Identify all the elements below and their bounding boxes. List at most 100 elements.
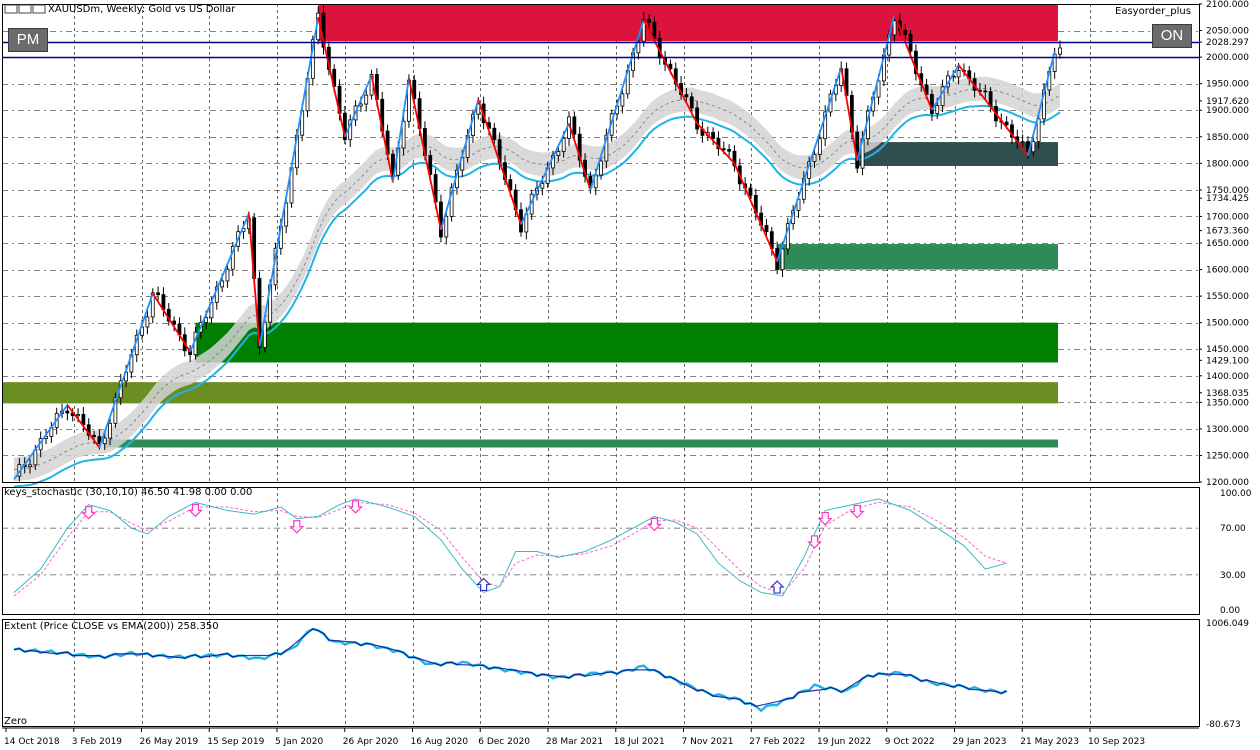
price-label: 1800.000 <box>1206 159 1249 169</box>
candle-body <box>220 280 225 288</box>
extent-pane[interactable]: 1006.049 -80.673 <box>13 619 1249 730</box>
candle[interactable] <box>673 62 678 91</box>
candle[interactable] <box>572 111 577 139</box>
candle[interactable] <box>321 5 326 55</box>
candle-body <box>641 19 646 42</box>
candle[interactable] <box>727 144 732 159</box>
candle[interactable] <box>732 145 737 172</box>
candle[interactable] <box>65 404 70 421</box>
price-label: 1750.000 <box>1206 186 1249 196</box>
candle-body <box>76 414 80 417</box>
candle[interactable] <box>284 196 289 234</box>
candle-body <box>764 224 769 233</box>
candle[interactable] <box>1020 134 1025 149</box>
symbol-icon <box>4 3 48 18</box>
candle[interactable] <box>364 88 369 112</box>
zero-label: Zero <box>4 716 28 727</box>
zone-slate[interactable] <box>857 142 1058 166</box>
extent-axis-label: -80.673 <box>1206 720 1241 730</box>
candle[interactable] <box>166 303 171 326</box>
candle[interactable] <box>620 86 625 114</box>
candle-body <box>1036 118 1041 142</box>
candle-body <box>599 160 603 176</box>
zigzag-segment <box>477 99 522 225</box>
candle-body <box>262 321 267 348</box>
candle[interactable] <box>108 417 112 446</box>
arrow-down-icon <box>849 504 865 519</box>
candle[interactable] <box>444 209 449 245</box>
candle-body <box>150 292 155 318</box>
candle-body <box>476 103 481 115</box>
candle[interactable] <box>892 14 897 42</box>
zigzag-segment <box>258 17 320 347</box>
candle[interactable] <box>156 286 160 301</box>
price-label: 1200.000 <box>1206 478 1249 488</box>
expert-label: Easyorder_plus <box>1115 6 1191 17</box>
candle-body <box>561 138 566 152</box>
arrow-down-icon <box>646 517 662 532</box>
x-axis-label: 19 Jun 2022 <box>817 737 871 747</box>
candle-body <box>572 116 577 135</box>
candle[interactable] <box>225 262 230 288</box>
candle[interactable] <box>439 194 443 243</box>
candle[interactable] <box>647 14 651 30</box>
candle[interactable] <box>716 131 721 156</box>
candle[interactable] <box>1036 111 1041 149</box>
candle[interactable] <box>695 101 700 135</box>
extent-label: Extent (Price CLOSE vs EMA(200)) 258.350 <box>4 621 219 632</box>
zone-demand[interactable] <box>195 322 1058 363</box>
candle[interactable] <box>641 12 646 47</box>
candle[interactable] <box>748 183 753 200</box>
candle-body <box>449 187 454 217</box>
candle-body <box>257 278 262 348</box>
on-button[interactable]: ON <box>1152 24 1192 48</box>
candle[interactable] <box>983 84 988 99</box>
price-label: 2000.000 <box>1206 53 1249 63</box>
zigzag-segment <box>776 67 843 262</box>
candle[interactable] <box>113 392 118 428</box>
candle[interactable] <box>577 126 582 168</box>
candle[interactable] <box>230 241 235 276</box>
stochastic-pane[interactable]: 100.00 70.00 30.00 0.00 <box>2 487 1252 616</box>
candle[interactable] <box>812 148 817 168</box>
zigzag-segment <box>520 123 570 225</box>
candle[interactable] <box>604 128 609 169</box>
candle-body <box>508 179 513 191</box>
zigzag-segment <box>642 19 698 124</box>
candle[interactable] <box>145 310 150 335</box>
zone-seagreen-upper[interactable] <box>777 244 1058 270</box>
price-label: 1600.000 <box>1206 266 1249 276</box>
candle[interactable] <box>711 127 716 146</box>
candle[interactable] <box>1031 135 1036 157</box>
zone-supply[interactable] <box>318 4 1059 42</box>
candle[interactable] <box>348 114 353 147</box>
candle[interactable] <box>903 23 908 42</box>
candle[interactable] <box>855 125 860 173</box>
candle[interactable] <box>1058 40 1062 59</box>
candle[interactable] <box>172 316 177 332</box>
stoch-axis-label: 0.00 <box>1220 606 1240 616</box>
pm-button[interactable]: PM <box>8 28 48 52</box>
candle[interactable] <box>914 44 918 81</box>
extent-line-dark <box>13 628 1007 707</box>
zigzag-segment <box>247 213 261 347</box>
candle-body <box>748 187 753 196</box>
pane-frames: 14 Oct 2018 3 Feb 2019 26 May 2019 15 Sep 2… <box>2 4 1200 747</box>
zone-seagreen-lower[interactable] <box>104 439 1058 448</box>
candle[interactable] <box>817 131 822 161</box>
candle[interactable] <box>401 113 406 156</box>
candle[interactable] <box>492 122 497 145</box>
candle[interactable] <box>1010 119 1014 145</box>
x-axis-label: 9 Oct 2022 <box>885 737 935 747</box>
candle[interactable] <box>700 121 705 143</box>
candle[interactable] <box>823 105 828 147</box>
price-label: 1250.000 <box>1206 451 1249 461</box>
candle[interactable] <box>28 458 32 474</box>
zone-olive[interactable] <box>2 382 1058 404</box>
candle[interactable] <box>689 92 694 115</box>
candle[interactable] <box>342 106 347 144</box>
zigzag-segment <box>151 292 191 353</box>
candle-body <box>823 111 828 140</box>
